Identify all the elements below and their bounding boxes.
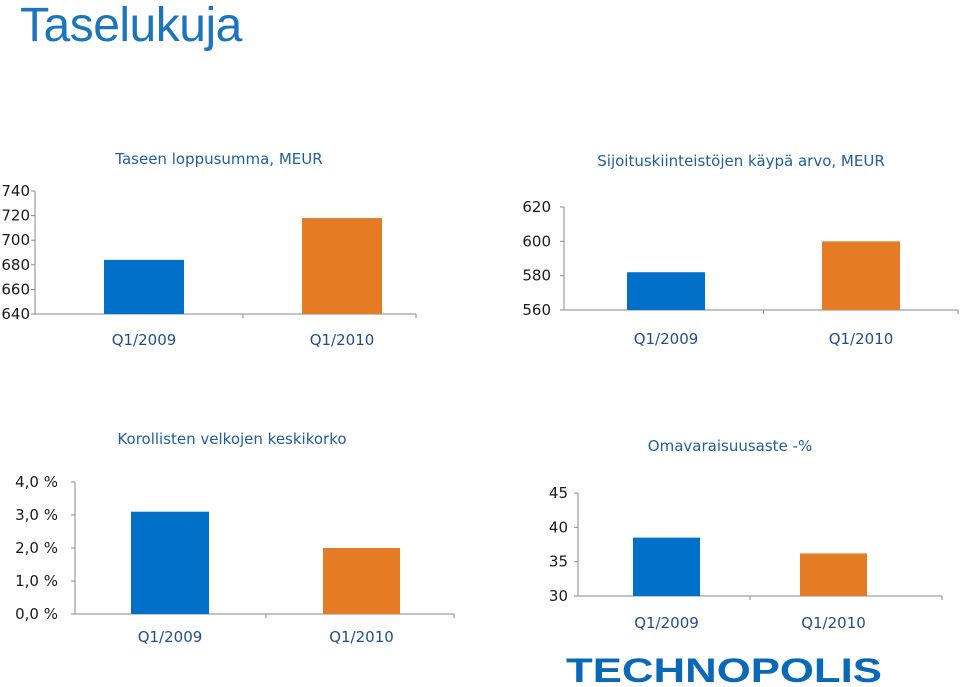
page-title: Taselukuja [20, 0, 242, 52]
bar-q1-2010 [800, 553, 867, 596]
bar-q1-2010 [302, 218, 382, 314]
y-tick-label: 0,0 % [15, 605, 58, 623]
chart-total-assets: Taseen loppusumma, MEUR 640 660 680 700 720 74… [1, 150, 417, 349]
category-label: Q1/2009 [112, 331, 177, 349]
y-tick-label: 620 [522, 198, 551, 216]
y-tick-label: 45 [549, 484, 568, 502]
category-label: Q1/2010 [829, 330, 894, 348]
y-tick-label: 600 [522, 232, 551, 250]
y-tick-label: 580 [522, 267, 551, 285]
y-tick-label: 35 [549, 553, 568, 571]
bar-q1-2010 [822, 241, 900, 310]
y-tick-label: 4,0 % [15, 473, 58, 491]
chart-investment-property-value: Sijoituskiinteistöjen käypä arvo, MEUR 56… [522, 152, 959, 348]
y-tick-label: 1,0 % [15, 572, 58, 590]
chart-interest-rate: Korollisten velkojen keskikorko 0,0 % 1,0 … [15, 430, 455, 646]
bar-q1-2009 [131, 511, 209, 614]
bar-q1-2010 [323, 548, 400, 614]
bar-q1-2009 [627, 272, 705, 310]
y-tick-label: 40 [549, 518, 568, 536]
category-label: Q1/2010 [310, 331, 375, 349]
y-tick-label: 720 [1, 207, 30, 225]
y-tick-label: 700 [1, 231, 30, 249]
y-tick-label: 30 [549, 587, 568, 605]
bar-q1-2009 [104, 259, 184, 314]
y-tick-label: 660 [1, 280, 30, 298]
category-label: Q1/2010 [801, 614, 866, 632]
bar-q1-2009 [633, 537, 700, 596]
y-tick-label: 740 [1, 182, 30, 200]
chart-title: Korollisten velkojen keskikorko [117, 430, 346, 448]
category-label: Q1/2010 [329, 628, 394, 646]
chart-title: Sijoituskiinteistöjen käypä arvo, MEUR [597, 152, 885, 170]
chart-title: Omavaraisuusaste -% [648, 437, 812, 455]
y-tick-label: 2,0 % [15, 539, 58, 557]
category-label: Q1/2009 [634, 614, 699, 632]
logo-text: TECHNOPOLIS [566, 652, 882, 687]
category-label: Q1/2009 [634, 330, 699, 348]
technopolis-logo: TECHNOPOLIS [566, 652, 882, 687]
category-label: Q1/2009 [138, 628, 203, 646]
y-tick-label: 560 [522, 301, 551, 319]
chart-title: Taseen loppusumma, MEUR [114, 150, 322, 168]
y-tick-label: 640 [1, 305, 30, 323]
y-tick-label: 680 [1, 256, 30, 274]
y-tick-label: 3,0 % [15, 506, 58, 524]
